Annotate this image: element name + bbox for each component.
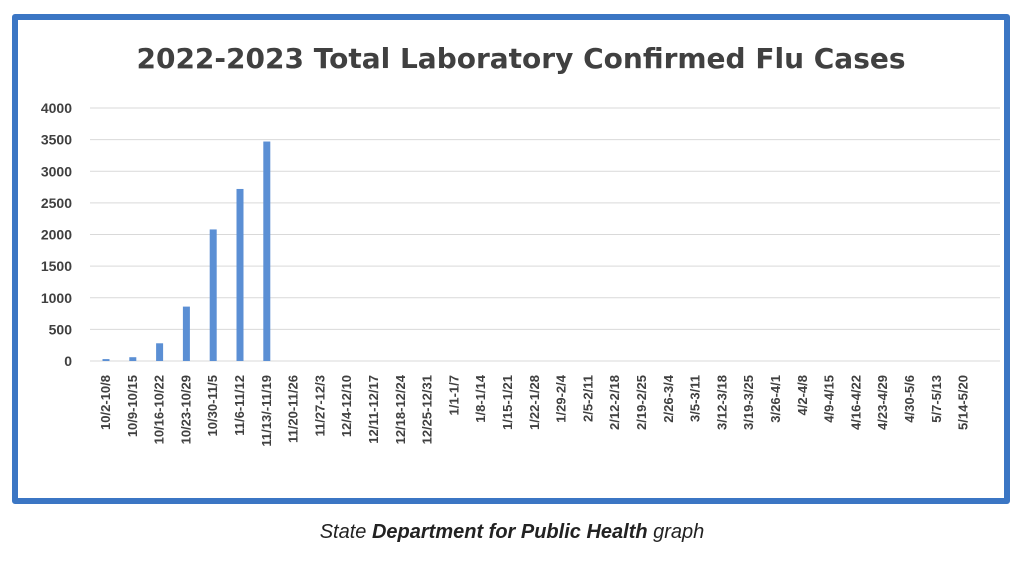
x-tick-label: 12/4-12/10 [339, 375, 354, 437]
y-tick-label: 3500 [41, 132, 72, 148]
y-tick-label: 1500 [41, 258, 72, 274]
x-tick-label: 4/16-4/22 [848, 375, 863, 430]
figure-caption: State Department for Public Health graph [0, 521, 1024, 544]
chart-title: 2022-2023 Total Laboratory Confirmed Flu… [136, 42, 905, 75]
y-tick-label: 1000 [41, 290, 72, 306]
x-tick-label: 3/19-3/25 [741, 375, 756, 430]
x-tick-label: 5/7-5/13 [929, 375, 944, 423]
x-tick-label: 1/8-1/14 [473, 374, 488, 422]
y-tick-label: 2500 [41, 195, 72, 211]
bar-chart: 2022-2023 Total Laboratory Confirmed Flu… [41, 42, 1000, 447]
x-tick-label: 2/5-2/11 [580, 375, 595, 422]
x-tick-label: 11/27-12/3 [312, 375, 327, 436]
chart-frame: 2022-2023 Total Laboratory Confirmed Flu… [12, 14, 1010, 504]
x-tick-label: 10/9-10/15 [125, 375, 140, 437]
y-tick-label: 3000 [41, 163, 72, 179]
gridlines [90, 107, 1000, 362]
x-tick-label: 12/18-12/24 [393, 374, 408, 444]
x-tick-label: 12/11-12/17 [366, 375, 381, 444]
y-tick-label: 0 [64, 353, 72, 369]
x-tick-label: 2/26-3/4 [661, 374, 676, 422]
x-tick-label: 10/30-11/5 [205, 375, 220, 436]
x-tick-label: 3/12-3/18 [714, 375, 729, 430]
bar [209, 229, 217, 361]
caption-text-start: State [319, 521, 372, 543]
bar [182, 306, 190, 361]
x-tick-label: 3/5-3/11 [688, 375, 703, 422]
x-tick-label: 4/9-4/15 [822, 375, 837, 423]
x-tick-label: 4/30-5/6 [902, 375, 917, 423]
bar [263, 141, 271, 361]
caption-text-bold: Department for Public Health [371, 521, 648, 543]
x-axis-ticks: 10/2-10/8 10/9-10/15 10/16-10/22 10/23-10/2… [98, 374, 971, 446]
x-tick-label: 2/19-2/25 [634, 375, 649, 430]
x-tick-label: 10/2-10/8 [98, 375, 113, 430]
x-tick-label: 2/12-2/18 [607, 375, 622, 430]
x-tick-label: 1/1-1/7 [446, 375, 461, 415]
x-tick-label: 10/16-10/22 [152, 375, 167, 444]
bar [102, 359, 110, 361]
x-tick-label: 1/22-1/28 [527, 375, 542, 430]
x-tick-label: 1/15-1/21 [500, 375, 515, 430]
y-tick-label: 2000 [41, 227, 72, 243]
x-tick-label: 5/14-5/20 [956, 375, 971, 430]
bar [156, 343, 164, 361]
y-axis-ticks: 0 500 1000 1500 2000 2500 3000 3500 4000 [41, 100, 72, 369]
bar [236, 188, 244, 361]
x-tick-label: 12/25-12/31 [420, 375, 435, 444]
y-tick-label: 500 [49, 321, 73, 337]
x-tick-label: 4/23-4/29 [875, 375, 890, 430]
x-tick-label: 10/23-10/29 [178, 375, 193, 444]
bar [129, 357, 137, 361]
x-tick-label: 1/29-2/4 [554, 374, 569, 422]
x-tick-label: 11/13/-11/19 [259, 375, 274, 447]
caption-text-end: graph [647, 521, 705, 543]
x-tick-label: 3/26-4/1 [768, 375, 783, 423]
bars [102, 141, 271, 361]
x-tick-label: 11/20-11/26 [286, 375, 301, 443]
x-tick-label: 4/2-4/8 [795, 375, 810, 415]
y-tick-label: 4000 [41, 100, 72, 116]
x-tick-label: 11/6-11/12 [232, 375, 247, 436]
